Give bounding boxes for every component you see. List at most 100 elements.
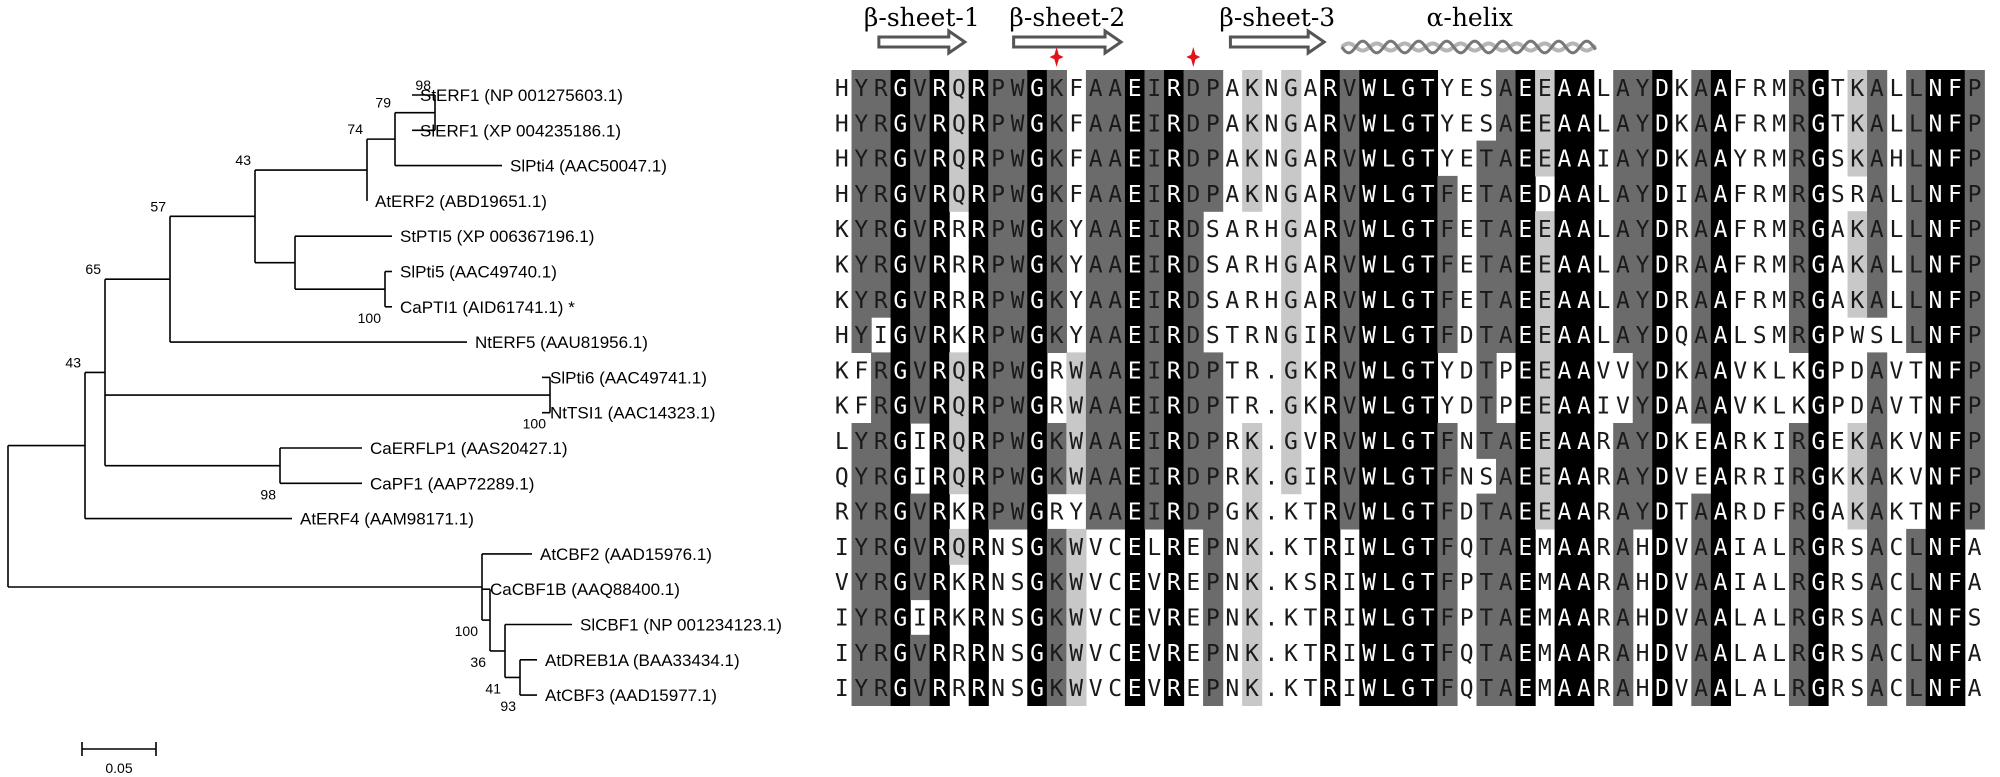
alignment-shade-cell [1085, 317, 1107, 353]
alignment-shade-cell [1203, 670, 1224, 706]
residue: N [1929, 641, 1943, 667]
residue: A [1694, 76, 1708, 102]
alignment-shade-cell [1554, 105, 1575, 142]
alignment-shade-cell [1359, 70, 1380, 106]
alignment-shade-cell [1574, 211, 1595, 248]
residue: E [1460, 111, 1474, 137]
alignment-shade-cell [1847, 105, 1868, 142]
residue: G [1811, 288, 1825, 314]
residue: R [972, 676, 986, 702]
residue: N [991, 606, 1005, 632]
residue: P [1499, 394, 1513, 420]
residue: S [1206, 253, 1220, 279]
alignment-shade-cell [1691, 599, 1712, 636]
residue: E [1128, 323, 1142, 349]
residue: D [1655, 358, 1669, 384]
residue: Y [1636, 323, 1650, 349]
residue: A [1870, 535, 1884, 561]
residue: A [1108, 288, 1122, 314]
residue: E [1128, 358, 1142, 384]
alignment-shade-cell [968, 670, 989, 706]
alignment-shade-cell [1925, 387, 1946, 424]
alpha-helix-icon [1340, 39, 1597, 55]
alignment-shade-cell [1652, 140, 1673, 177]
residue: D [1850, 358, 1864, 384]
residue: P [1206, 358, 1220, 384]
residue: L [1382, 217, 1396, 243]
residue: A [1557, 323, 1571, 349]
residue: M [1538, 606, 1552, 632]
alignment-shade-cell [1652, 458, 1673, 495]
alignment-shade-cell [1417, 387, 1439, 424]
residue: E [1518, 358, 1532, 384]
residue: N [1929, 676, 1943, 702]
alignment-shade-cell [1906, 634, 1927, 671]
residue: P [1206, 76, 1220, 102]
alignment-shade-cell [929, 423, 950, 459]
residue: L [1889, 323, 1903, 349]
residue: M [1772, 182, 1786, 208]
residue: Q [952, 76, 966, 102]
alignment-shade-cell [1281, 281, 1302, 318]
alignment-shade-cell [1925, 634, 1946, 671]
residue: A [1499, 535, 1513, 561]
residue: A [1694, 535, 1708, 561]
residue: R [1323, 288, 1337, 314]
alignment-shade-cell [1164, 458, 1185, 495]
residue: I [1733, 570, 1747, 596]
residue: R [1792, 641, 1806, 667]
alignment-shade-cell [1710, 105, 1731, 142]
residue: V [1675, 606, 1689, 632]
alignment-shade-cell [1554, 423, 1575, 459]
alignment-shade-cell [1046, 634, 1067, 671]
alignment-shade-cell [1906, 281, 1927, 318]
alignment-shade-cell [1945, 211, 1966, 248]
residue: C [1108, 676, 1122, 702]
alignment-shade-cell [871, 246, 892, 283]
residue: L [1597, 76, 1611, 102]
alignment-shade-cell [968, 281, 989, 318]
residue: A [1499, 606, 1513, 632]
residue: K [952, 570, 966, 596]
residue: K [835, 358, 849, 384]
residue: A [1499, 570, 1513, 596]
alignment-shade-cell [1535, 70, 1556, 106]
residue: V [835, 570, 849, 596]
residue: L [1909, 676, 1923, 702]
residue: L [1909, 147, 1923, 173]
residue: T [1479, 429, 1493, 455]
alignment-shade-cell [1652, 352, 1673, 389]
alignment-shade-cell [1281, 423, 1302, 459]
alignment-shade-cell [1164, 599, 1185, 636]
residue: E [1538, 147, 1552, 173]
alignment-shade-cell [1378, 246, 1399, 283]
residue: Q [1460, 535, 1474, 561]
alignment-shade-cell [1652, 211, 1673, 248]
alignment-shade-cell [1964, 423, 1985, 459]
residue: R [1167, 394, 1181, 420]
alignment-shade-cell [1535, 281, 1556, 318]
residue: T [1421, 464, 1435, 490]
residue: N [1929, 288, 1943, 314]
residue: G [1811, 641, 1825, 667]
alignment-shade-cell [910, 281, 931, 318]
alignment-shade-cell [1417, 493, 1439, 530]
residue: I [913, 429, 927, 455]
residue: V [1089, 535, 1103, 561]
alignment-shade-cell [1339, 423, 1360, 459]
alignment-shade-cell [1183, 458, 1204, 495]
residue: E [1128, 500, 1142, 526]
residue: R [1597, 464, 1611, 490]
alignment-shade-cell [1945, 281, 1966, 318]
residue: R [1733, 464, 1747, 490]
residue: T [1675, 500, 1689, 526]
alignment-shade-cell [1027, 352, 1048, 389]
residue: T [1421, 182, 1435, 208]
residue: A [1616, 111, 1630, 137]
alignment-shade-cell [1496, 70, 1517, 106]
alignment-shade-cell [910, 211, 931, 248]
alignment-shade-cell [988, 211, 1009, 248]
residue: G [1811, 676, 1825, 702]
alignment-shade-cell [1027, 246, 1048, 283]
alignment-shade-cell [1144, 140, 1165, 177]
